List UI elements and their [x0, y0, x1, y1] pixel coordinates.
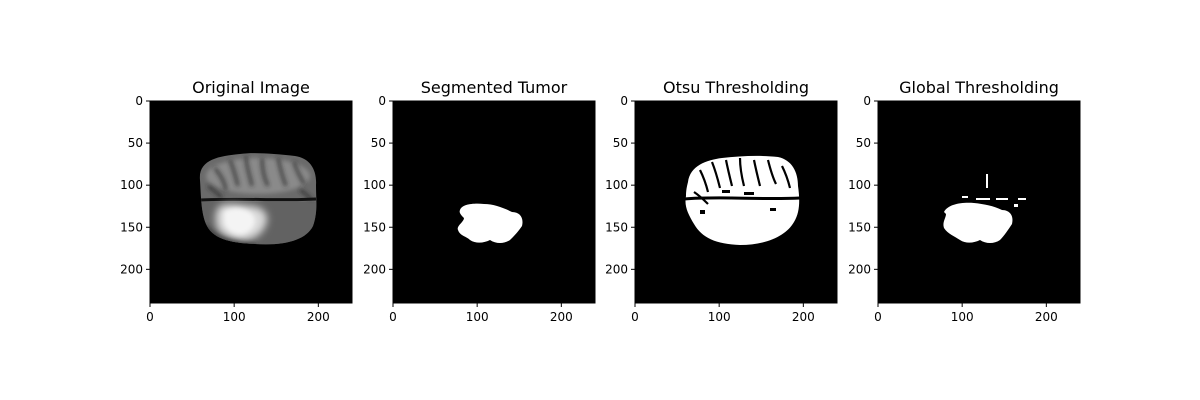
y-tick-label: 150 [848, 220, 871, 234]
panel-title: Otsu Thresholding [663, 78, 809, 97]
y-tick-label: 100 [120, 178, 143, 192]
x-tick-label: 0 [389, 310, 397, 324]
axes-frame [392, 100, 596, 304]
y-tick-label: 150 [363, 220, 386, 234]
panel-global-thresholding: Global Thresholding 0 100 200 0 50 100 150 200 [848, 78, 1081, 324]
x-axis: 0 100 200 [146, 303, 330, 324]
y-tick-label: 100 [363, 178, 386, 192]
y-tick-label: 200 [848, 262, 871, 276]
y-tick-label: 50 [371, 136, 386, 150]
y-tick-label: 0 [863, 94, 871, 108]
y-axis: 0 50 100 150 200 [363, 94, 393, 276]
axes-frame [877, 100, 1081, 304]
brain-mri-image [199, 153, 317, 245]
y-tick-label: 150 [120, 220, 143, 234]
x-axis: 0 100 200 [389, 303, 573, 324]
axes-frame [149, 100, 353, 304]
panel-title: Original Image [192, 78, 310, 97]
x-tick-label: 200 [1035, 310, 1058, 324]
x-tick-label: 200 [307, 310, 330, 324]
panel-title: Global Thresholding [899, 78, 1059, 97]
y-tick-label: 200 [605, 262, 628, 276]
otsu-mask [683, 155, 801, 245]
y-tick-label: 0 [620, 94, 628, 108]
image-background [393, 101, 595, 303]
y-tick-label: 0 [135, 94, 143, 108]
y-tick-label: 0 [378, 94, 386, 108]
y-axis: 0 50 100 150 200 [120, 94, 150, 276]
x-tick-label: 200 [792, 310, 815, 324]
y-tick-label: 200 [120, 262, 143, 276]
x-tick-label: 100 [223, 310, 246, 324]
panel-title: Segmented Tumor [421, 78, 568, 97]
y-tick-label: 200 [363, 262, 386, 276]
y-tick-label: 100 [605, 178, 628, 192]
y-tick-label: 100 [848, 178, 871, 192]
x-tick-label: 100 [466, 310, 489, 324]
panel-otsu-thresholding: Otsu Thresholding [605, 78, 838, 324]
y-axis: 0 50 100 150 200 [605, 94, 635, 276]
y-tick-label: 150 [605, 220, 628, 234]
x-axis: 0 100 200 [874, 303, 1058, 324]
panel-segmented-tumor: Segmented Tumor 0 100 200 0 50 100 150 200 [363, 78, 596, 324]
y-tick-label: 50 [613, 136, 628, 150]
axes-frame [634, 100, 838, 304]
y-tick-label: 50 [128, 136, 143, 150]
image-background [878, 101, 1080, 303]
panel-original-image: Original Image [120, 78, 353, 324]
x-axis: 0 100 200 [631, 303, 815, 324]
y-tick-label: 50 [856, 136, 871, 150]
x-tick-label: 200 [550, 310, 573, 324]
global-mask [943, 174, 1026, 243]
x-tick-label: 100 [951, 310, 974, 324]
x-tick-label: 0 [146, 310, 154, 324]
x-tick-label: 100 [708, 310, 731, 324]
x-tick-label: 0 [631, 310, 639, 324]
tumor-mask [457, 203, 523, 243]
y-axis: 0 50 100 150 200 [848, 94, 878, 276]
x-tick-label: 0 [874, 310, 882, 324]
